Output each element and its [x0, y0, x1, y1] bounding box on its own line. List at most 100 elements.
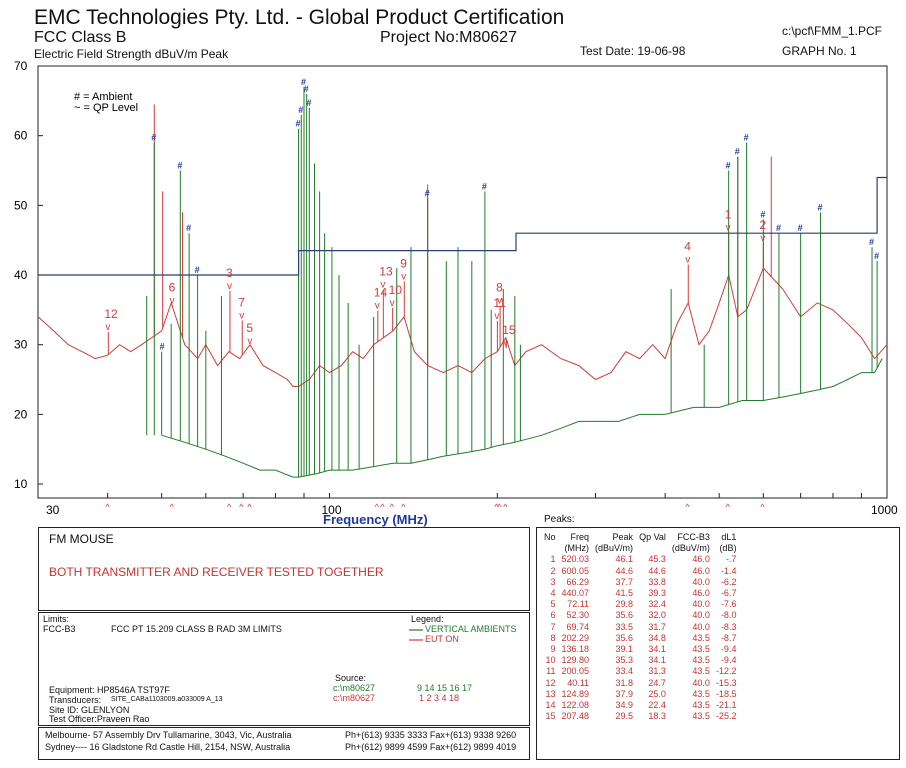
peak-marker-label: 6 — [169, 281, 176, 295]
y-tick-label: 30 — [14, 338, 28, 352]
peak-marker-label: 2 — [759, 218, 766, 232]
peaks-cell: 46.0 — [692, 588, 710, 599]
ambient-tag: # — [151, 133, 156, 143]
ambient-tag: # — [869, 237, 874, 247]
ambient-tag: # — [160, 342, 165, 352]
y-tick-label: 40 — [14, 268, 28, 282]
peaks-cell: 6 — [550, 610, 556, 621]
equipment: Equipment: HP8546A TST97F — [49, 685, 170, 695]
x-tick-label: 30 — [46, 503, 60, 517]
plot-frame — [37, 65, 888, 499]
freq-caret: ^ — [503, 502, 508, 512]
peaks-cell: 69.74 — [566, 621, 590, 632]
table-row: 11 200.05 33.4 31.3 43.5 -12.2 — [541, 666, 739, 677]
x-axis-title: Frequency (MHz) — [323, 512, 428, 527]
freq-caret: ^ — [401, 502, 406, 512]
series-line — [37, 267, 888, 387]
freq-caret: ^ — [227, 502, 232, 512]
peaks-cell: 44.6 — [648, 565, 666, 576]
peak-marker-caret: v — [375, 301, 380, 312]
source-red-numbers: 1 2 3 4 18 — [419, 693, 460, 703]
company-title: EMC Technologies Pty. Ltd. - Global Prod… — [34, 6, 565, 29]
peaks-cell: -12.2 — [715, 666, 737, 677]
ambient-tag: # — [304, 84, 309, 94]
peaks-cell: -.7 — [725, 554, 737, 565]
peaks-cell: 31.7 — [648, 621, 666, 632]
standard-label: FCC Class B — [34, 29, 127, 46]
limit-description: FCC PT 15.209 CLASS B RAD 3M LIMITS — [111, 624, 282, 634]
peak-marker-caret: v — [726, 223, 731, 234]
peaks-cell: 5 — [550, 599, 556, 610]
y-tick-label: 20 — [14, 407, 28, 421]
peaks-cell: -9.4 — [720, 655, 737, 666]
legend-swatches — [409, 629, 423, 641]
address-sydney: Sydney---- 16 Gladstone Rd Castle Hill, … — [45, 742, 291, 752]
peaks-cell: 32.4 — [648, 599, 666, 610]
file-path: c:\pcf\FMM_1.PCF — [782, 24, 883, 38]
peaks-cell: -8.3 — [720, 621, 737, 632]
peaks-cell: -21.1 — [715, 700, 737, 711]
source-green-numbers: 9 14 15 16 17 — [417, 683, 473, 693]
y-tick-label: 70 — [14, 59, 28, 73]
ambient-tag: # — [186, 223, 191, 233]
peak-marker-label: 4 — [684, 240, 691, 254]
peaks-cell: 8 — [550, 632, 556, 643]
peaks-cell: 66.29 — [566, 576, 590, 587]
peaks-cell: 4 — [550, 588, 556, 599]
project-number: Project No:M80627 — [380, 29, 517, 46]
peak-marker-label: 3 — [226, 266, 233, 280]
peak-marker-caret: v — [685, 255, 690, 266]
peaks-cell: 202.29 — [561, 632, 590, 643]
table-row: 6 52.30 35.6 32.0 40.0 -8.0 — [541, 610, 739, 621]
peaks-cell: -9.4 — [720, 644, 737, 655]
peaks-cell: -8.7 — [720, 632, 737, 643]
peak-marker-label: 10 — [389, 283, 403, 297]
peak-marker-caret: v — [494, 311, 499, 322]
peaks-cell: -1.4 — [720, 565, 737, 576]
table-row: 12 40.11 31.8 24.7 40.0 -15.3 — [541, 678, 739, 689]
freq-caret: ^ — [760, 502, 765, 512]
freq-caret: ^ — [497, 502, 502, 512]
peak-marker-label: 12 — [104, 307, 118, 321]
peaks-cell: 520.03 — [561, 554, 590, 565]
table-row: 15 207.48 29.5 18.3 43.5 -25.2 — [541, 711, 739, 722]
peaks-header-cell: Qp Val — [639, 532, 666, 542]
peaks-cell: -7.6 — [720, 599, 737, 610]
limit-line — [38, 176, 887, 276]
peaks-box: No Freq (MHz) Peak (dBuV/m) Qp Val FCC-B3 (dBuV… — [536, 527, 900, 760]
peaks-header-cell: No — [544, 532, 556, 542]
phone-melbourne: Ph+(613) 9335 3333 Fax+(613) 9338 9260 — [345, 730, 517, 740]
peaks-cell: 34.1 — [648, 644, 666, 655]
peaks-cell: 13 — [545, 688, 556, 699]
peak-marker-caret: v — [227, 281, 232, 292]
peaks-cell: 122.08 — [561, 700, 590, 711]
ambient-tag: # — [306, 98, 311, 108]
limits-heading: Limits: — [43, 614, 70, 624]
peak-marker-caret: v — [390, 298, 395, 309]
peak-marker-label: 1 — [725, 208, 732, 222]
freq-caret: ^ — [685, 502, 690, 512]
peaks-cell: 35.6 — [615, 632, 634, 643]
address-box: Melbourne- 57 Assembly Drv Tullamarine, … — [38, 727, 530, 760]
y-tick-label: 10 — [14, 477, 28, 491]
table-row: 13 124.89 37.9 25.0 43.5 -18.5 — [541, 689, 739, 700]
peaks-cell: 34.1 — [648, 655, 666, 666]
ambient-tag: # — [760, 209, 765, 219]
peaks-cell: 40.0 — [692, 576, 710, 587]
peaks-cell: 25.0 — [648, 688, 666, 699]
table-row: 4 440.07 41.5 39.3 46.0 -6.7 — [541, 588, 739, 599]
peak-marker-caret: v — [105, 322, 110, 333]
ambient-tag: # — [301, 77, 306, 87]
peaks-cell: 43.5 — [692, 632, 710, 643]
table-row: 10 129.80 35.3 34.1 43.5 -9.4 — [541, 655, 739, 666]
table-row: 1 520.03 46.1 45.3 46.0 -.7 — [541, 554, 739, 565]
ambient-tag: # — [298, 105, 303, 115]
peaks-cell: 9 — [550, 644, 556, 655]
peaks-cell: 33.5 — [615, 621, 634, 632]
address-melbourne: Melbourne- 57 Assembly Drv Tullamarine, … — [45, 730, 292, 740]
transducers-label: Transducers: — [49, 695, 102, 705]
table-row: 14 122.08 34.9 22.4 43.5 -21.1 — [541, 700, 739, 711]
peaks-cell: 600.05 — [561, 565, 590, 576]
peaks-cell: 1 — [550, 554, 556, 565]
peaks-cell: 37.9 — [615, 688, 634, 699]
